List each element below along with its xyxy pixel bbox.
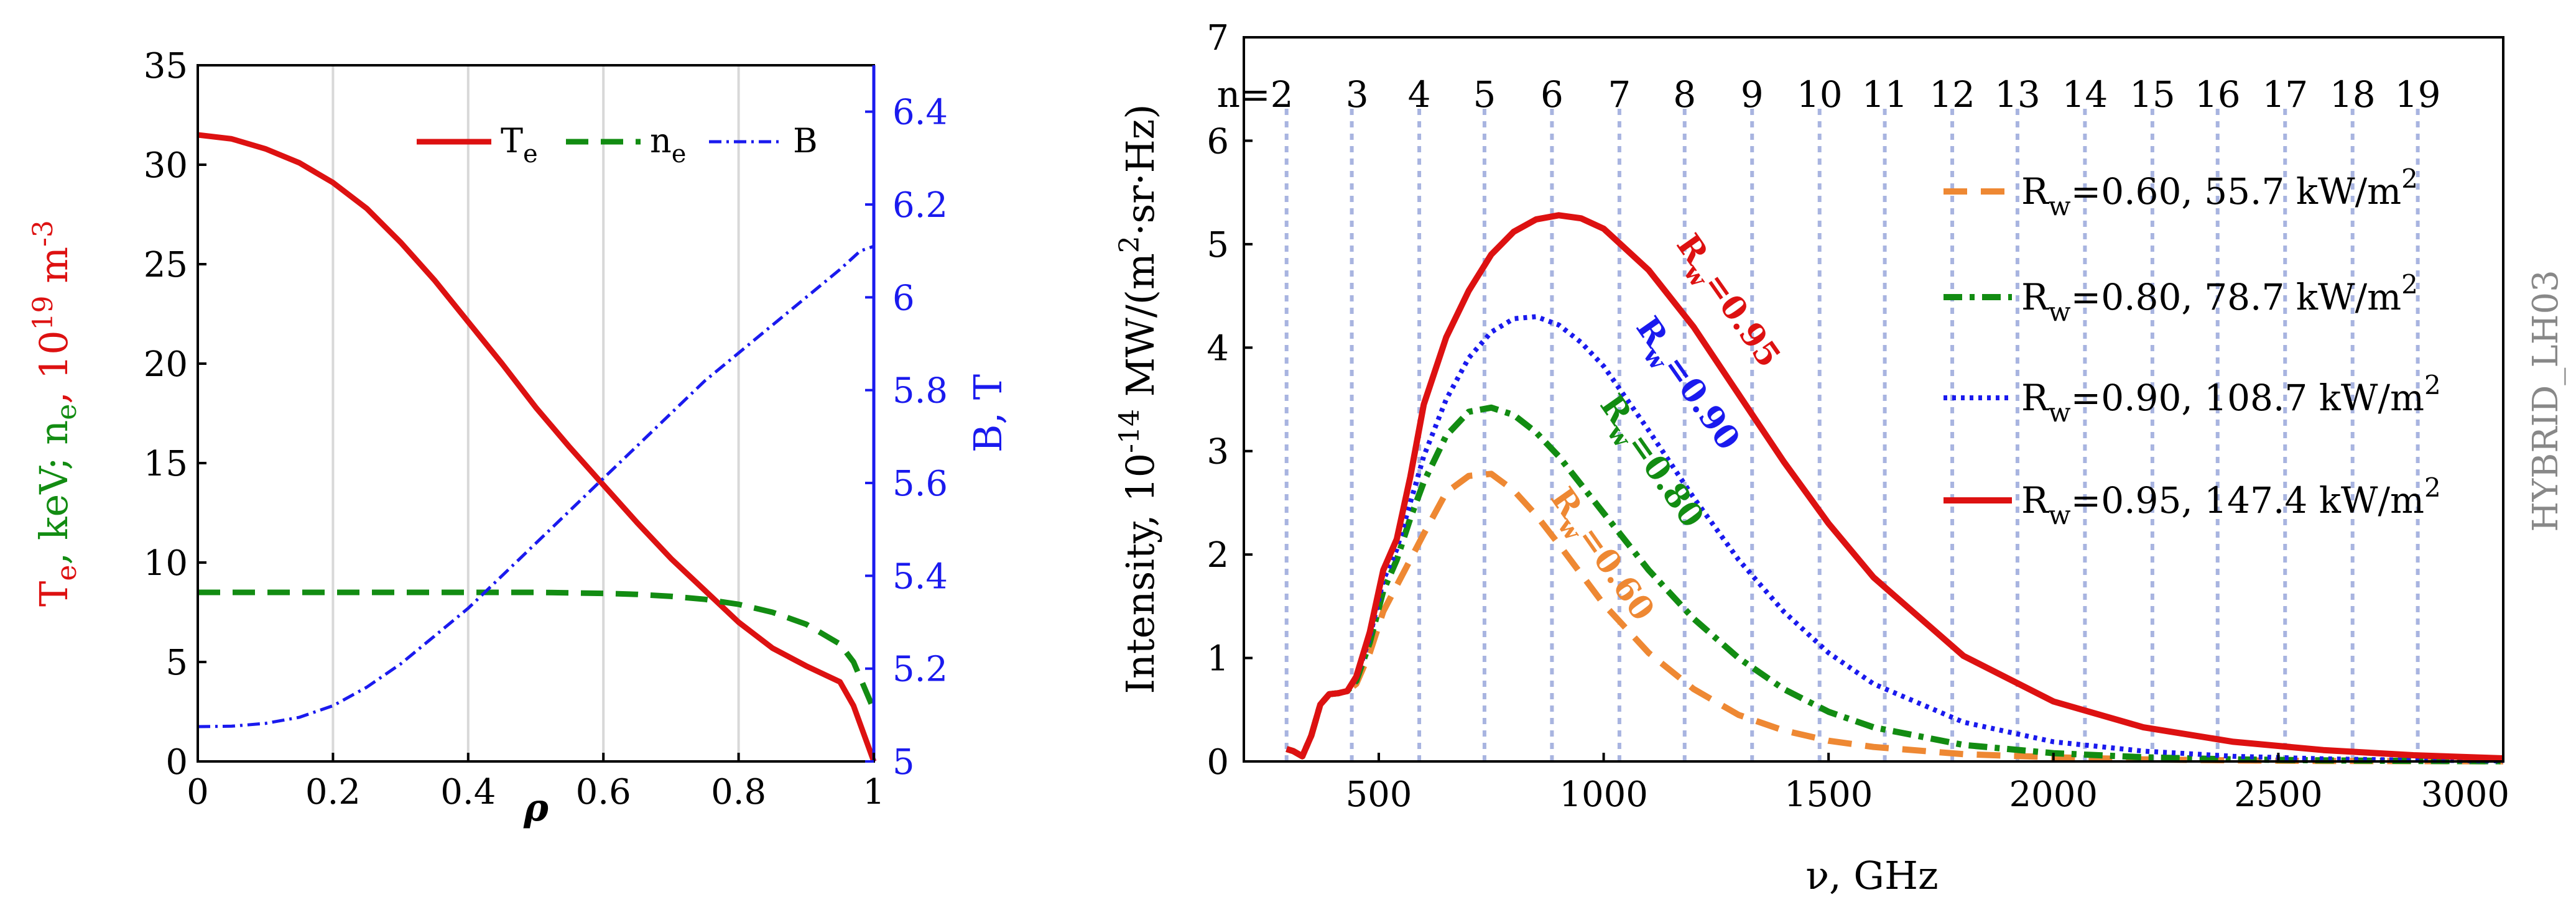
profiles-y-ticks-left: 0 5 10 15 20 25 30 35 <box>144 46 206 783</box>
harmonic-label-9: 11 <box>1862 73 1908 116</box>
legend-rw095-label: Rw=0.95, 147.4 kW/m2 <box>2021 472 2441 530</box>
legend-te-label: Te <box>501 121 538 168</box>
profiles-y-tick-right-label-6: 6.2 <box>892 185 948 226</box>
legend-rw060-label: Rw=0.60, 55.7 kW/m2 <box>2021 163 2418 221</box>
spectrum-y-tick-label-4: 4 <box>1207 328 1229 369</box>
harmonic-label-5: 7 <box>1608 73 1631 116</box>
harmonic-label-16: 18 <box>2330 73 2376 116</box>
spectrum-chart: n=2 3 4 5 6 7 8 9 10 11 12 13 14 15 16 17 18 19 500 1000 15… <box>1114 18 2566 898</box>
harmonic-label-7: 9 <box>1741 73 1764 116</box>
harmonic-label-2: 4 <box>1408 73 1431 116</box>
spectrum-x-tick-label-5: 3000 <box>2421 774 2509 815</box>
profiles-y-ticks-right: 5 5.2 5.4 5.6 5.8 6 6.2 6.4 <box>865 93 948 783</box>
spectrum-series-rw-0-80 <box>1286 404 2504 765</box>
profiles-x-axis-label: ρ <box>523 786 549 830</box>
harmonic-label-14: 16 <box>2195 73 2241 116</box>
legend-rw090-label: Rw=0.90, 108.7 kW/m2 <box>2021 370 2441 428</box>
profiles-y-tick-right-label-7: 6.4 <box>892 93 948 133</box>
spectrum-legend: Rw=0.60, 55.7 kW/m2 Rw=0.80, 78.7 kW/m2 … <box>1944 163 2441 530</box>
spectrum-x-tick-label-4: 2500 <box>2234 774 2323 815</box>
ylabel-t1: T <box>31 581 76 607</box>
harmonic-label-17: 19 <box>2395 73 2441 116</box>
profiles-y-axis-label-left: Te, keV; ne, 1019 m-3 <box>27 220 83 607</box>
spectrum-y-axis-label: Intensity, 10-14 MW/(m2·sr·Hz) <box>1114 104 1163 694</box>
profiles-y-tick-right-label-3: 5.6 <box>892 464 948 504</box>
profiles-x-tick-label-4: 0.8 <box>711 772 766 812</box>
harmonic-label-11: 13 <box>1995 73 2041 116</box>
legend-b-label: B <box>793 121 818 160</box>
harmonic-label-1: 3 <box>1346 73 1369 116</box>
profiles-y-tick-right-label-1: 5.2 <box>892 650 948 690</box>
profiles-x-tick-label-5: 1 <box>863 772 885 812</box>
spectrum-x-tick-label-3: 2000 <box>2009 774 2098 815</box>
spectrum-axes-frame <box>1243 36 2504 763</box>
ylabel-sup2: -3 <box>27 220 59 247</box>
spectrum-y-tick-label-7: 7 <box>1207 18 1229 58</box>
ylabel-s2: e <box>51 404 83 420</box>
spectrum-x-tick-label-2: 1500 <box>1784 774 1873 815</box>
harmonic-label-12: 14 <box>2062 73 2108 116</box>
spectrum-x-tick-label-1: 1000 <box>1559 774 1648 815</box>
harmonic-label-6: 8 <box>1673 73 1696 116</box>
spectrum-y-tick-label-6: 6 <box>1207 121 1229 162</box>
harmonic-label-3: 5 <box>1473 73 1496 116</box>
profiles-y-tick-left-label-7: 35 <box>144 46 188 86</box>
spectrum-y-tick-label-2: 2 <box>1207 535 1229 576</box>
harmonic-label-0: n=2 <box>1217 73 1294 116</box>
profiles-series-te <box>197 132 877 763</box>
profiles-series-b <box>197 244 874 728</box>
legend-rw080-label: Rw=0.80, 78.7 kW/m2 <box>2021 269 2418 327</box>
profiles-grid <box>331 65 740 761</box>
spectrum-y-tick-label-3: 3 <box>1207 432 1229 472</box>
profiles-x-tick-label-3: 0.6 <box>576 772 631 812</box>
profiles-y-tick-left-label-1: 5 <box>165 643 188 683</box>
profiles-y-tick-right-label-2: 5.4 <box>892 556 948 597</box>
legend-ne-label: ne <box>650 121 686 168</box>
hybrid-side-label: HYBRID_LH03 <box>2526 270 2566 531</box>
spectrum-x-axis-label: ν, GHz <box>1805 853 1938 898</box>
spectrum-y-tick-label-1: 1 <box>1207 639 1229 679</box>
spectrum-x-tick-label-0: 500 <box>1346 774 1412 815</box>
harmonic-label-13: 15 <box>2129 73 2175 116</box>
profiles-y-tick-left-label-4: 20 <box>144 344 188 385</box>
profiles-x-tick-label-1: 0.2 <box>305 772 361 812</box>
profiles-x-ticks: 0 0.2 0.4 0.6 0.8 1 <box>187 753 885 812</box>
harmonic-label-15: 17 <box>2262 73 2308 116</box>
ylabel-t4: m <box>31 247 76 296</box>
harmonic-label-10: 12 <box>1929 73 1975 116</box>
profiles-y-tick-left-label-0: 0 <box>165 742 188 783</box>
spectrum-y-tick-label-5: 5 <box>1207 225 1229 265</box>
spectrum-series-rw-0-90 <box>1286 314 2504 763</box>
profiles-series <box>197 132 877 763</box>
profiles-x-tick-label-2: 0.4 <box>440 772 496 812</box>
harmonic-label-8: 10 <box>1797 73 1843 116</box>
spectrum-series-rw-0-95 <box>1286 212 2504 761</box>
profiles-x-tick-label-0: 0 <box>187 772 209 812</box>
ylabel-s1: e <box>51 565 83 581</box>
profiles-y-tick-left-label-6: 30 <box>144 145 188 186</box>
spectrum-harmonic-labels: n=2 3 4 5 6 7 8 9 10 11 12 13 14 15 16 17 18 19 <box>1217 73 2441 116</box>
profiles-y-tick-left-label-2: 10 <box>144 543 188 584</box>
profiles-series-ne <box>198 589 877 711</box>
ylabel-t2: , keV; n <box>31 420 76 565</box>
spectrum-series <box>1286 212 2504 765</box>
ylabel-t3: , 10 <box>31 330 76 403</box>
profiles-axes-frame <box>197 64 875 763</box>
ylabel-sup: 19 <box>27 295 59 330</box>
profiles-y-tick-left-label-3: 15 <box>144 444 188 484</box>
profiles-y-axis-label-right: B, T <box>965 374 1011 453</box>
profiles-legend: Te ne B <box>417 121 818 168</box>
profiles-chart: 0 0.2 0.4 0.6 0.8 1 0 5 10 15 20 25 30 35 5 5.2 5.4 5.6… <box>27 46 1011 830</box>
spectrum-x-ticks: 500 1000 1500 2000 2500 3000 <box>1346 753 2509 815</box>
harmonic-label-4: 6 <box>1541 73 1564 116</box>
profiles-y-tick-right-label-4: 5.8 <box>892 371 948 411</box>
spectrum-y-tick-label-0: 0 <box>1207 742 1229 783</box>
profiles-y-tick-left-label-5: 25 <box>144 245 188 285</box>
profiles-y-tick-right-label-5: 6 <box>892 278 915 318</box>
spectrum-y-ticks: 0 1 2 3 4 5 6 7 <box>1207 18 1253 783</box>
profiles-y-tick-right-label-0: 5 <box>892 742 915 783</box>
